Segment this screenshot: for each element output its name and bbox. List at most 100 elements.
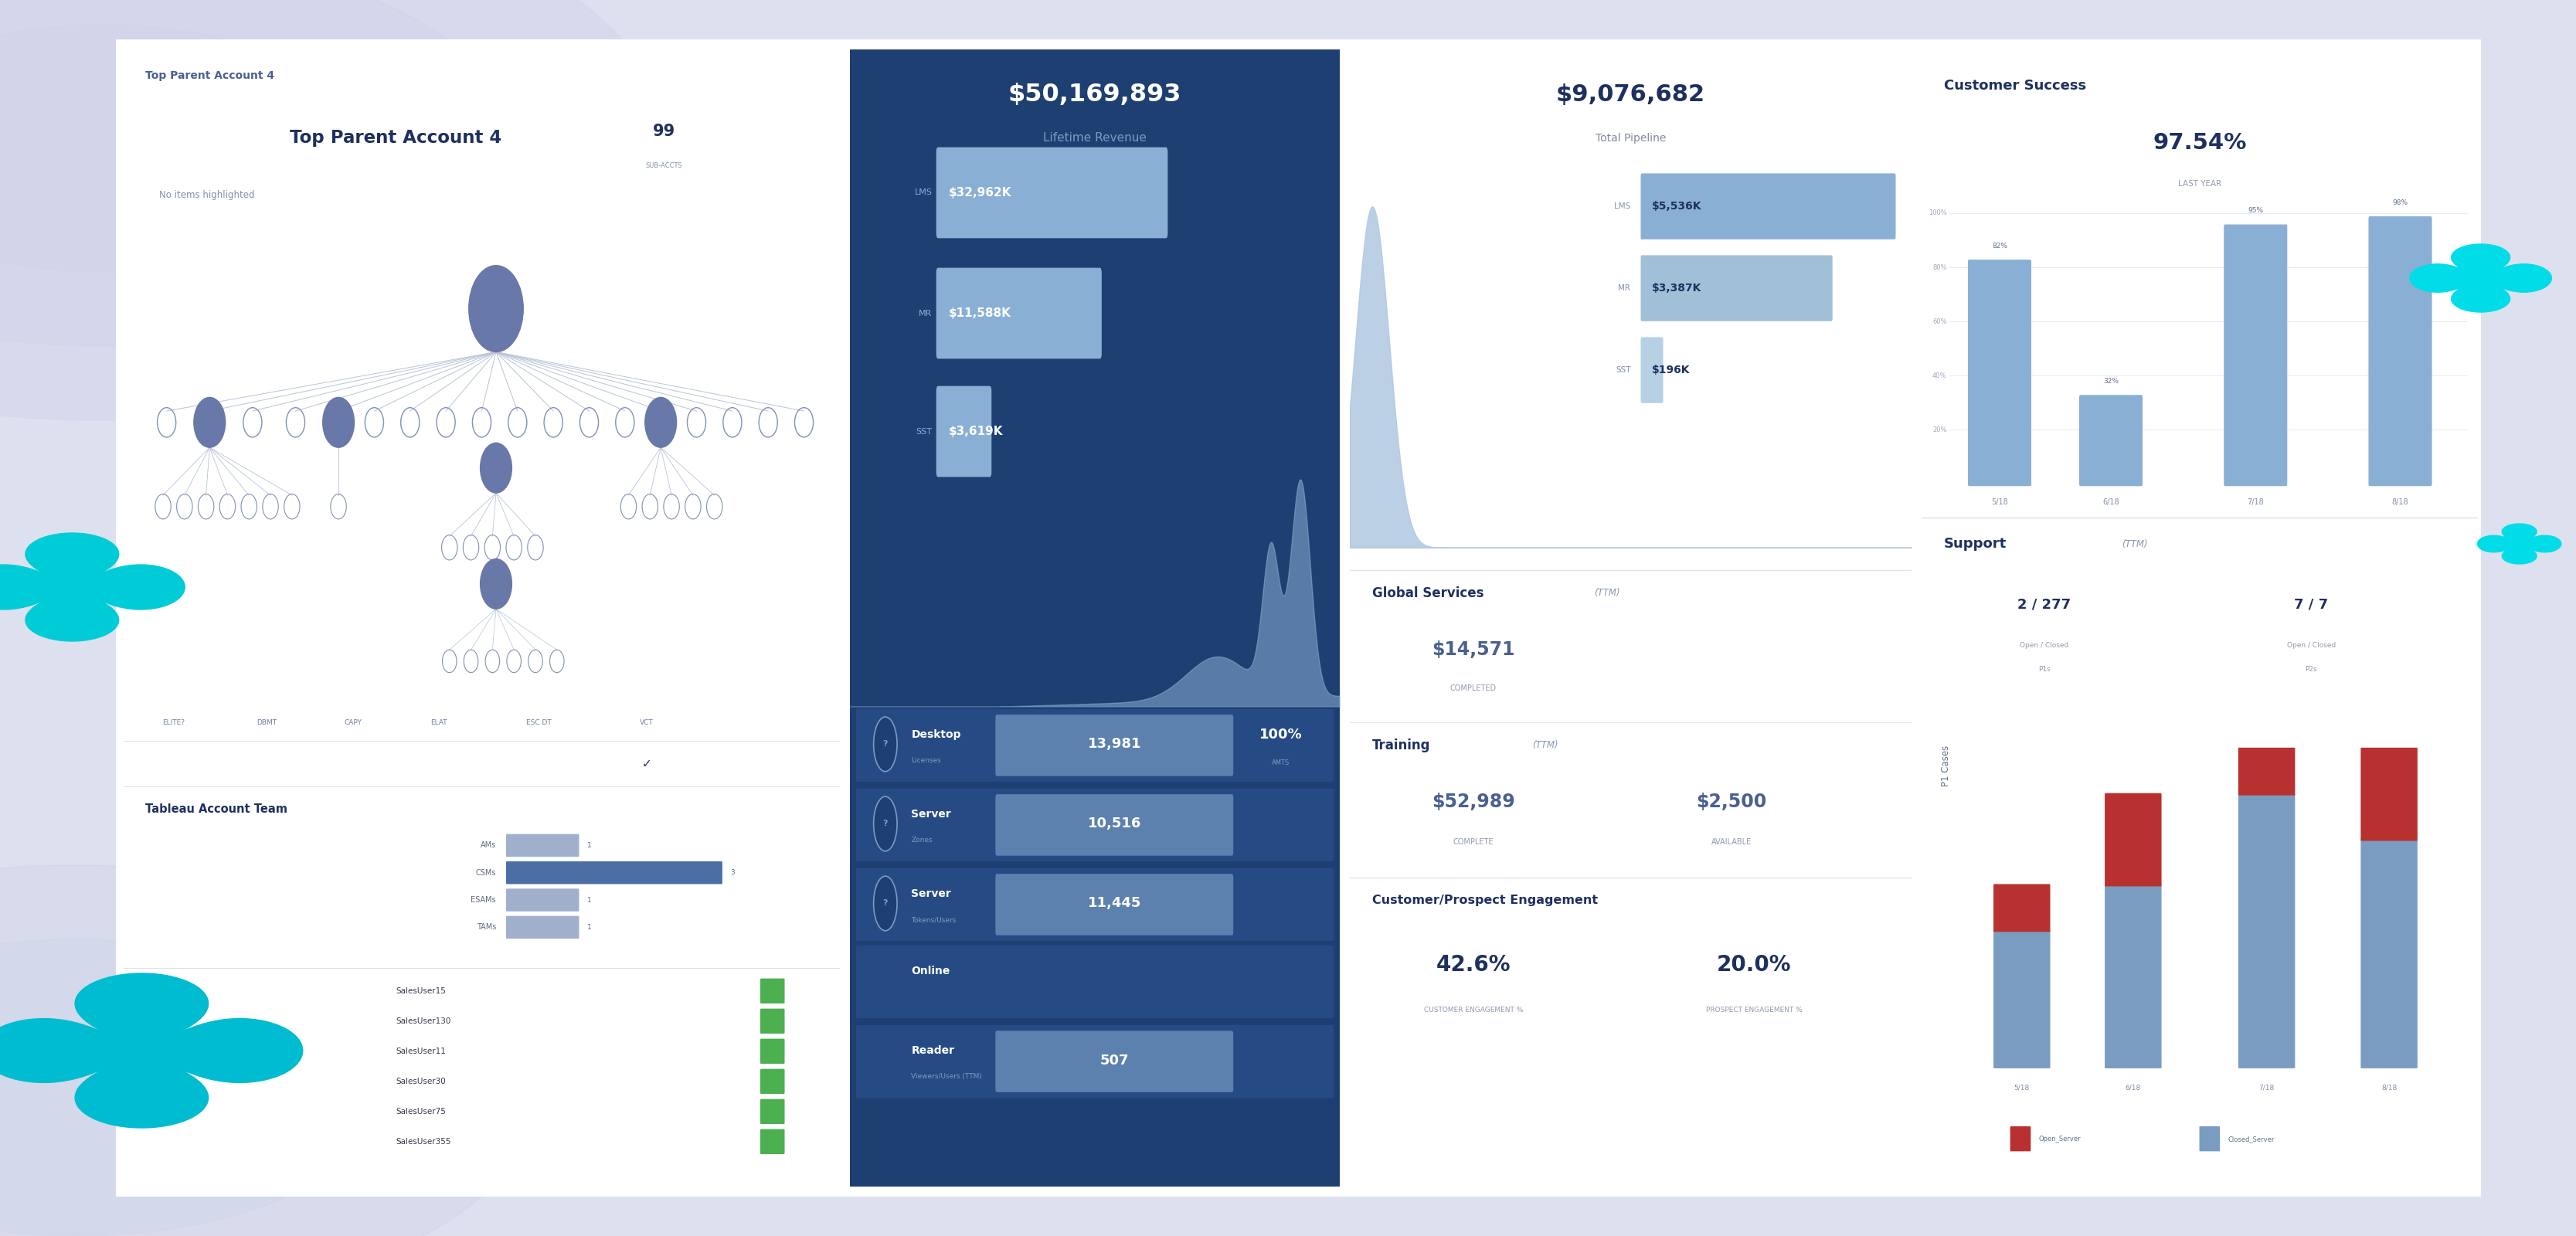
Text: SalesUser355: SalesUser355 bbox=[397, 1138, 451, 1146]
Text: MR: MR bbox=[1618, 284, 1631, 292]
Text: $50,169,893: $50,169,893 bbox=[1007, 83, 1182, 106]
Text: 1: 1 bbox=[587, 896, 592, 904]
FancyBboxPatch shape bbox=[505, 889, 580, 911]
FancyBboxPatch shape bbox=[935, 147, 1167, 239]
Text: Acct Mngr: Acct Mngr bbox=[144, 988, 183, 995]
Circle shape bbox=[479, 559, 513, 609]
FancyBboxPatch shape bbox=[1641, 337, 1664, 403]
Text: COMPLETED: COMPLETED bbox=[1450, 685, 1497, 692]
Text: Customer Success: Customer Success bbox=[1945, 79, 2087, 93]
Text: $52,989: $52,989 bbox=[1432, 794, 1515, 812]
FancyBboxPatch shape bbox=[505, 861, 721, 884]
Text: SalesUser11: SalesUser11 bbox=[397, 1047, 446, 1056]
FancyBboxPatch shape bbox=[1641, 256, 1832, 321]
Text: VCT: VCT bbox=[639, 719, 654, 726]
FancyBboxPatch shape bbox=[98, 31, 2499, 1205]
Circle shape bbox=[873, 796, 896, 852]
FancyBboxPatch shape bbox=[2239, 794, 2295, 1068]
Circle shape bbox=[479, 442, 513, 493]
Circle shape bbox=[0, 865, 541, 1236]
Text: AVAILABLE: AVAILABLE bbox=[1710, 838, 1752, 845]
FancyBboxPatch shape bbox=[2223, 225, 2287, 486]
Text: No items highlighted: No items highlighted bbox=[160, 190, 255, 200]
Polygon shape bbox=[2478, 524, 2561, 564]
FancyBboxPatch shape bbox=[850, 49, 1340, 1187]
Text: SUB-ACCTS: SUB-ACCTS bbox=[647, 162, 683, 169]
Text: 100%: 100% bbox=[1929, 210, 1947, 216]
FancyBboxPatch shape bbox=[855, 868, 1334, 941]
Text: SalesUser30: SalesUser30 bbox=[397, 1078, 446, 1085]
Text: ✓: ✓ bbox=[641, 758, 652, 769]
Text: 3: 3 bbox=[729, 869, 734, 876]
Text: ESAM: ESAM bbox=[144, 1017, 167, 1025]
Text: Global Services: Global Services bbox=[1373, 586, 1484, 599]
Text: 7 / 7: 7 / 7 bbox=[2295, 597, 2329, 612]
Text: Top Parent Account 4: Top Parent Account 4 bbox=[291, 130, 502, 147]
Text: 82%: 82% bbox=[1991, 242, 2007, 250]
Text: Top Parent Account 4: Top Parent Account 4 bbox=[144, 70, 273, 82]
FancyBboxPatch shape bbox=[855, 1025, 1334, 1098]
FancyBboxPatch shape bbox=[760, 1009, 786, 1033]
Text: Open / Closed: Open / Closed bbox=[2020, 641, 2069, 649]
FancyBboxPatch shape bbox=[1994, 884, 2050, 932]
FancyBboxPatch shape bbox=[994, 874, 1234, 936]
Text: 11,445: 11,445 bbox=[1087, 896, 1141, 911]
Text: COMPLETE: COMPLETE bbox=[1453, 838, 1494, 845]
FancyBboxPatch shape bbox=[994, 714, 1234, 776]
Text: AMTS: AMTS bbox=[1273, 759, 1291, 766]
Text: 40%: 40% bbox=[1932, 372, 1947, 379]
Circle shape bbox=[0, 25, 361, 272]
Text: PROSPECT ENGAGEMENT %: PROSPECT ENGAGEMENT % bbox=[1705, 1007, 1803, 1014]
Circle shape bbox=[0, 0, 515, 346]
FancyBboxPatch shape bbox=[2360, 838, 2416, 1068]
Text: 20.0%: 20.0% bbox=[1716, 954, 1790, 975]
Text: 8/18: 8/18 bbox=[2380, 1084, 2396, 1091]
Text: Support: Support bbox=[1945, 538, 2007, 551]
Text: 32%: 32% bbox=[2102, 378, 2117, 384]
Text: 42.6%: 42.6% bbox=[1435, 954, 1510, 975]
FancyBboxPatch shape bbox=[2239, 748, 2295, 796]
Text: TAMs: TAMs bbox=[477, 923, 497, 931]
Text: 95%: 95% bbox=[2249, 208, 2264, 214]
FancyBboxPatch shape bbox=[760, 1099, 786, 1124]
Polygon shape bbox=[0, 533, 185, 641]
FancyBboxPatch shape bbox=[855, 946, 1334, 1018]
Text: 7/18: 7/18 bbox=[2246, 498, 2264, 506]
Text: Customer/Prospect Engagement: Customer/Prospect Engagement bbox=[1373, 894, 1597, 906]
Text: 507: 507 bbox=[1100, 1053, 1128, 1068]
Text: 5/18: 5/18 bbox=[1991, 498, 2009, 506]
Text: 7/18: 7/18 bbox=[2259, 1084, 2275, 1091]
FancyBboxPatch shape bbox=[1968, 260, 2032, 486]
Text: ESAMs: ESAMs bbox=[471, 896, 497, 904]
FancyBboxPatch shape bbox=[2009, 1126, 2030, 1151]
Text: Licenses: Licenses bbox=[912, 758, 940, 764]
Text: Server: Server bbox=[912, 808, 951, 819]
Text: 13,981: 13,981 bbox=[1087, 737, 1141, 751]
FancyBboxPatch shape bbox=[2079, 396, 2143, 486]
Text: Server: Server bbox=[912, 889, 951, 899]
Circle shape bbox=[644, 398, 677, 447]
FancyBboxPatch shape bbox=[2105, 794, 2161, 886]
Text: 1: 1 bbox=[587, 842, 592, 849]
Text: Tokens/Users: Tokens/Users bbox=[912, 916, 956, 923]
Text: P2s: P2s bbox=[2306, 666, 2318, 672]
Text: CUSTOMER ENGAGEMENT %: CUSTOMER ENGAGEMENT % bbox=[1425, 1007, 1522, 1014]
FancyBboxPatch shape bbox=[935, 386, 992, 477]
Text: ?: ? bbox=[884, 819, 889, 828]
Text: $5,536K: $5,536K bbox=[1651, 201, 1703, 211]
Text: 80%: 80% bbox=[1932, 263, 1947, 271]
FancyBboxPatch shape bbox=[2360, 748, 2416, 840]
Circle shape bbox=[0, 0, 670, 420]
Text: LAST YEAR: LAST YEAR bbox=[2179, 179, 2221, 188]
Text: SalesUser130: SalesUser130 bbox=[397, 1017, 451, 1025]
FancyBboxPatch shape bbox=[2105, 884, 2161, 1068]
Text: DBMT: DBMT bbox=[258, 719, 278, 726]
Text: ?: ? bbox=[884, 740, 889, 748]
FancyBboxPatch shape bbox=[124, 49, 840, 100]
Circle shape bbox=[469, 266, 523, 352]
Text: 20%: 20% bbox=[1932, 426, 1947, 433]
FancyBboxPatch shape bbox=[505, 834, 580, 857]
Text: CSMs: CSMs bbox=[477, 869, 497, 876]
FancyBboxPatch shape bbox=[2367, 216, 2432, 486]
FancyBboxPatch shape bbox=[760, 1038, 786, 1064]
